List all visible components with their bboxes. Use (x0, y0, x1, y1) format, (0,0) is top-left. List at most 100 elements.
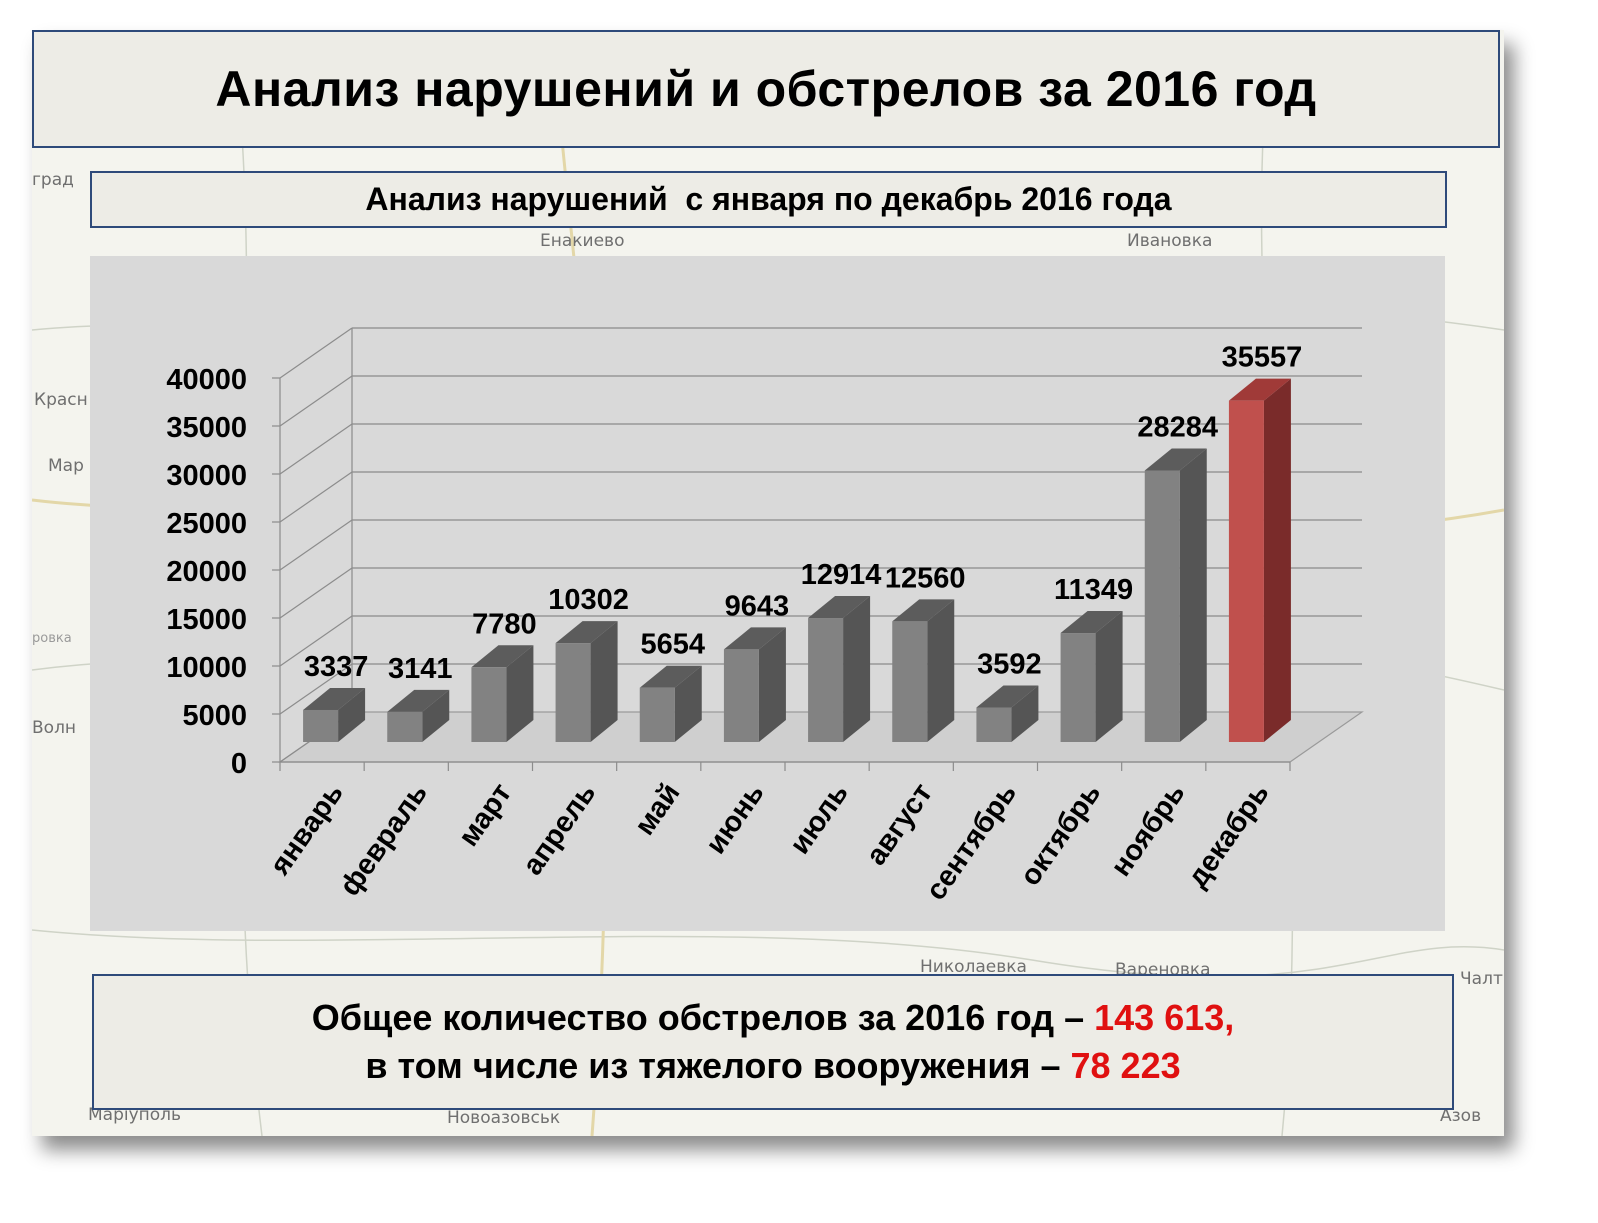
gridline-diagonal (279, 471, 353, 523)
map-label: Волн (32, 718, 76, 738)
subtitle-box: Анализ нарушений с января по декабрь 201… (90, 171, 1447, 228)
bar (892, 599, 955, 742)
map-label: Ивановка (1127, 231, 1212, 251)
bar-value-label: 5654 (640, 629, 705, 661)
bar (1228, 378, 1291, 742)
y-tick-label: 15000 (166, 604, 247, 636)
bar-top (723, 627, 786, 650)
x-tick-label: январь (264, 778, 350, 882)
map-label: Енакиево (540, 231, 624, 251)
bar-top (976, 685, 1039, 708)
summary-line-2: в том числе из тяжелого вооружения – 78 … (365, 1042, 1180, 1090)
bar-value-label: 3592 (977, 649, 1042, 681)
bar-side (422, 689, 450, 742)
bar-top (1228, 378, 1291, 401)
bar (639, 665, 702, 742)
map-label: Новоазовськ (447, 1108, 560, 1128)
bar (303, 687, 366, 742)
map-label: град (32, 170, 74, 190)
summary-total-label: Общее количество обстрелов за 2016 год – (311, 997, 1095, 1038)
bar-value-label: 3337 (304, 651, 369, 683)
bar-value-label: 10302 (548, 584, 629, 616)
gridline-diagonal (279, 567, 353, 619)
y-tick-label: 20000 (166, 556, 247, 588)
map-label: Николаевка (920, 957, 1027, 977)
x-tick-label: март (453, 778, 519, 853)
map-label: Маріуполь (88, 1105, 181, 1125)
map-label: Красн (34, 390, 88, 410)
bar-front (1144, 470, 1180, 742)
gridline-diagonal (279, 327, 353, 379)
bar-side (590, 621, 618, 742)
x-tick-label: май (629, 778, 687, 841)
bar-side (506, 645, 534, 742)
bar-front (1228, 400, 1264, 742)
bar-value-label: 3141 (388, 653, 453, 685)
summary-total-value: 143 613, (1094, 997, 1235, 1038)
y-tick-label: 10000 (166, 652, 247, 684)
map-label: Азов (1440, 1106, 1481, 1126)
bar-top (639, 665, 702, 688)
bar-front (892, 621, 928, 742)
map-label: Мар (48, 456, 84, 476)
bar-front (808, 618, 844, 742)
bar-value-label: 35557 (1222, 342, 1303, 374)
bar-side (1011, 685, 1039, 742)
y-tick-label: 40000 (166, 364, 247, 396)
bar-side (1179, 448, 1207, 742)
bar-front (387, 711, 423, 742)
bar-top (387, 689, 450, 712)
slide: Енакиево Ивановка Николаевка Вареновка Новоа… (32, 30, 1504, 1136)
gridline-diagonal (279, 615, 353, 667)
bar (1060, 611, 1123, 742)
bar-top (808, 596, 871, 619)
summary-line-1: Общее количество обстрелов за 2016 год –… (312, 994, 1235, 1042)
y-tick-label: 25000 (166, 508, 247, 540)
bar-top (1060, 611, 1123, 634)
map-label: Чалт (1460, 969, 1503, 989)
bar (471, 645, 534, 742)
x-tick-label: июнь (700, 778, 771, 860)
bar-value-label: 11349 (1054, 574, 1133, 606)
bar-top (303, 687, 366, 710)
gridline-diagonal (279, 519, 353, 571)
bar-top (1144, 448, 1207, 471)
bar (555, 621, 618, 742)
summary-heavy-label: в том числе из тяжелого вооружения – (365, 1045, 1071, 1086)
bar-top (471, 645, 534, 668)
y-tick-label: 30000 (166, 460, 247, 492)
bar-value-label: 7780 (472, 608, 537, 640)
gridline-diagonal (279, 375, 353, 427)
summary-heavy-value: 78 223 (1070, 1045, 1181, 1086)
bar (387, 689, 450, 742)
chart-subtitle: Анализ нарушений с января по декабрь 201… (365, 181, 1172, 217)
y-tick-label: 35000 (166, 412, 247, 444)
bar-front (303, 709, 339, 742)
bar-front (723, 649, 759, 742)
title-box: Анализ нарушений и обстрелов за 2016 год (32, 30, 1500, 148)
bar (976, 685, 1039, 742)
y-tick-label: 5000 (182, 700, 247, 732)
bar-side (1095, 611, 1123, 742)
x-tick-label: ноябрь (1105, 778, 1192, 883)
bar (723, 627, 786, 742)
bar-side (338, 687, 366, 742)
bar-front (976, 707, 1012, 742)
bar-side (674, 665, 702, 742)
bar-front (555, 643, 591, 742)
chart-panel: 0 5000 10000 15000 20000 25000 30000 35000 40000… (90, 256, 1445, 931)
bar-value-label: 9643 (725, 590, 790, 622)
x-tick-label: апрель (517, 778, 603, 881)
bar (1144, 448, 1207, 742)
bar (808, 596, 871, 742)
y-tick-label: 0 (231, 748, 247, 780)
bar-value-label: 12914 (801, 559, 882, 591)
summary-box: Общее количество обстрелов за 2016 год –… (92, 974, 1454, 1110)
map-label: ровка (32, 631, 72, 646)
gridline-diagonal (279, 663, 353, 715)
x-tick-label: октябрь (1014, 778, 1107, 892)
bar-front (471, 667, 507, 742)
bar-front (1060, 633, 1096, 742)
bar-front (639, 687, 675, 742)
bar-side (1263, 378, 1291, 742)
